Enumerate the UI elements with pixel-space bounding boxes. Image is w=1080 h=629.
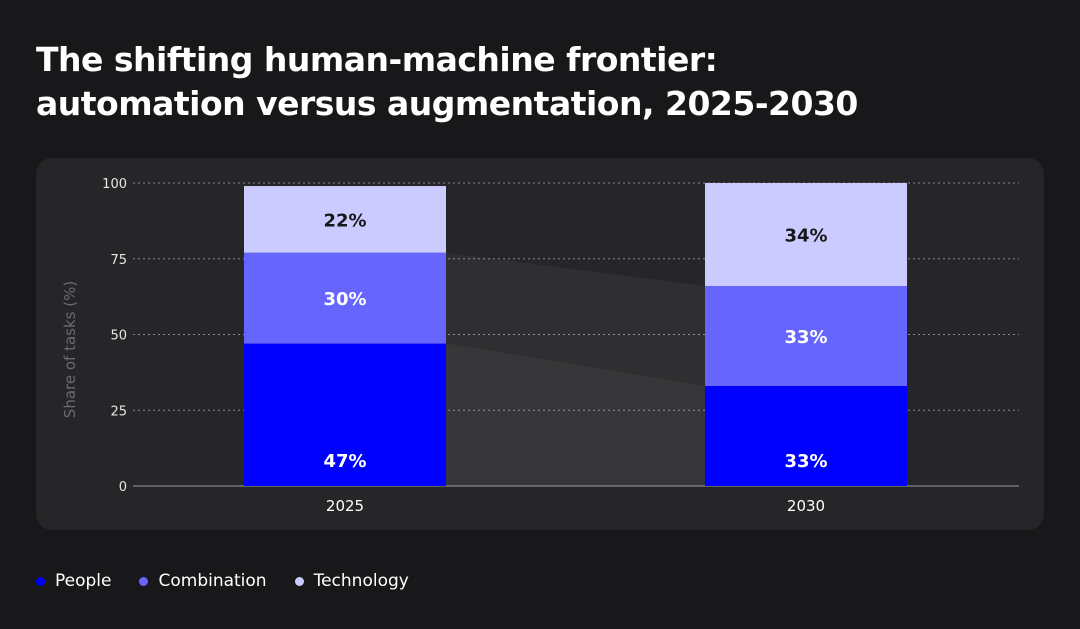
data-label-combination-2025: 30% [323, 289, 366, 310]
data-label-combination-2030: 33% [784, 327, 827, 348]
y-tick-label-50: 50 [110, 329, 127, 344]
data-label-technology-2030: 34% [784, 226, 827, 247]
y-tick-label-25: 25 [110, 404, 127, 419]
chart-legend: People Combination Technology [36, 568, 409, 594]
connector-band-2 [446, 252, 705, 486]
bar-combination-2025 [244, 252, 446, 344]
data-label-people-2030: 33% [784, 451, 827, 472]
y-axis-label: Share of tasks (%) [61, 281, 79, 418]
legend-label-technology: Technology [313, 571, 409, 591]
bar-technology-2030 [705, 183, 907, 287]
legend-item-people: People [36, 571, 111, 591]
title-line-1: The shifting human-machine frontier: [36, 40, 718, 79]
legend-item-combination: Combination [139, 571, 267, 591]
chart-panel: 0 25 50 75 100 Share of tasks (%) 47% 30% 22% 202… [36, 158, 1044, 530]
legend-label-people: People [55, 571, 112, 591]
x-tick-label-2030: 2030 [787, 497, 825, 515]
legend-swatch-combination [139, 576, 149, 586]
bar-people-2030 [705, 386, 907, 486]
y-tick-label-100: 100 [102, 177, 127, 192]
connector-band-1 [446, 343, 705, 486]
bar-technology-2025 [244, 186, 446, 253]
legend-swatch-people [36, 576, 45, 586]
stacked-bar-chart: 0 25 50 75 100 Share of tasks (%) 47% 30% 22% 202… [61, 177, 1019, 515]
y-tick-label-75: 75 [110, 253, 127, 268]
legend-label-combination: Combination [158, 571, 267, 591]
data-label-technology-2025: 22% [323, 210, 366, 231]
x-tick-label-2025: 2025 [326, 497, 364, 515]
legend-item-technology: Technology [294, 571, 409, 591]
title-line-2: automation versus augmentation, 2025-203… [36, 84, 858, 123]
y-tick-label-0: 0 [119, 480, 127, 495]
bar-people-2025 [244, 343, 446, 486]
chart-title: The shifting human-machine frontier: aut… [36, 38, 1036, 126]
data-label-people-2025: 47% [323, 451, 366, 472]
bar-combination-2030 [705, 286, 907, 387]
legend-swatch-technology [294, 576, 304, 586]
